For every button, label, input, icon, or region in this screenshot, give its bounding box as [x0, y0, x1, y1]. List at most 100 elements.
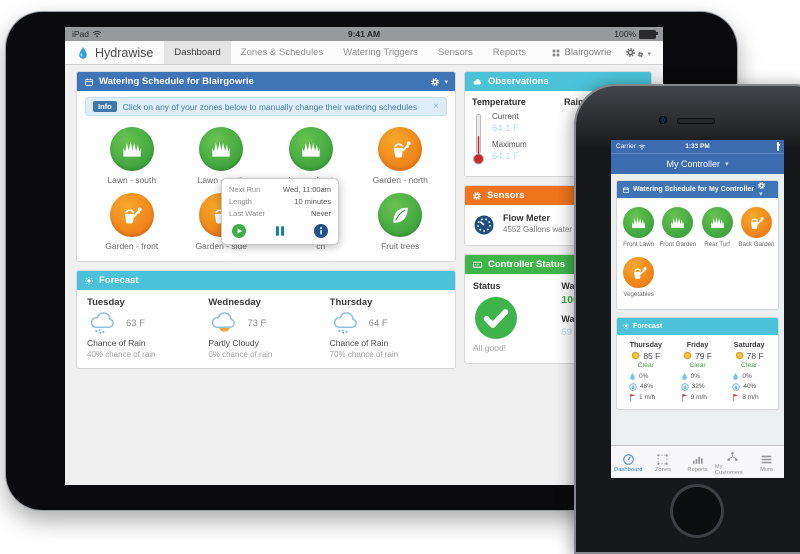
forecast-panel: Forecast Thursday 85 F Clear 0% 48% 1 m/…	[616, 316, 779, 410]
zone-grid: Lawn - south Lawn - north Lawn - front	[85, 116, 447, 257]
humidity-icon	[681, 383, 689, 391]
forecast-day-tuesday: Tuesday 63 F Chance of Rain 40% chance o…	[87, 297, 202, 359]
watering-panel-title: Watering Schedule for Blairgowrie	[99, 76, 254, 87]
panel-settings-button[interactable]: ▾	[757, 181, 766, 198]
forecast-temp: 79 F	[694, 350, 712, 361]
wind-flag-icon	[629, 393, 636, 402]
grass-icon	[701, 207, 733, 238]
org-network-icon	[726, 450, 739, 463]
zone-label: Fruit trees	[381, 241, 420, 251]
watering-panel-header: Watering Schedule for My Controller ▾	[617, 181, 778, 198]
panel-settings-button[interactable]: ▾	[430, 77, 448, 87]
gear-icon	[637, 51, 644, 58]
tab-watering-triggers[interactable]: Watering Triggers	[343, 47, 418, 58]
leaf-icon	[378, 193, 423, 237]
zone-label: ch	[316, 241, 326, 251]
iphone-device: Carrier 1:33 PM My Controller ▾ Watering…	[574, 84, 800, 554]
info-button[interactable]	[314, 224, 328, 238]
tab-zones[interactable]: Zones	[646, 453, 681, 473]
forecast-temp: 85 F	[643, 350, 661, 361]
device-label: iPad	[72, 29, 90, 39]
home-button[interactable]	[670, 484, 724, 538]
battery-percent: 100%	[614, 29, 636, 39]
current-label: Current	[492, 112, 519, 121]
zone-vegetables[interactable]: Vegetables	[619, 257, 658, 298]
zone-front-garden[interactable]: Front Garden	[658, 207, 697, 248]
tab-my-customers[interactable]: My Customers	[715, 450, 750, 476]
zone-lawn-front[interactable]: Lawn - front	[266, 127, 356, 185]
tab-more[interactable]: More	[749, 453, 784, 473]
rain-chance: 0%	[742, 372, 752, 380]
tab-sensors[interactable]: Sensors	[437, 47, 473, 58]
forecast-condition: Clear	[689, 361, 706, 369]
chevron-down-icon: ▾	[759, 191, 763, 198]
hydrawise-logo-icon	[76, 46, 90, 60]
tab-reports[interactable]: Reports	[492, 47, 526, 58]
zone-rear-turf[interactable]: Rear Turf	[698, 207, 737, 248]
flow-meter-gauge-icon	[472, 213, 496, 237]
maximum-label: Maximum	[492, 140, 527, 149]
rain-icon	[629, 372, 636, 381]
forecast-detail: 0% chance of rain	[208, 350, 273, 359]
zone-label: Back Garden	[738, 241, 775, 248]
tab-dashboard[interactable]: Dashboard	[164, 41, 231, 64]
thermometer-icon	[472, 110, 485, 168]
tab-dashboard[interactable]: Dashboard	[611, 453, 646, 473]
settings-menu-button[interactable]: ▾	[625, 47, 651, 58]
zone-garden-front[interactable]: Garden - front	[87, 193, 177, 251]
observations-panel-title: Observations	[488, 76, 549, 87]
zone-front-lawn[interactable]: Front Lawn	[619, 207, 658, 248]
humidity-icon	[629, 383, 637, 391]
forecast-day-saturday: Saturday 78 F Clear 0% 40% 8 m/h	[724, 340, 774, 402]
partly-cloudy-icon	[208, 311, 240, 336]
humidity: 40%	[743, 383, 757, 391]
popup-label: Next Run	[229, 185, 261, 194]
sun-icon	[683, 351, 692, 360]
forecast-panel-title: Forecast	[99, 275, 139, 286]
ipad-navbar: Hydrawise Dashboard Zones & Schedules Wa…	[65, 41, 663, 65]
watering-can-icon	[109, 193, 154, 237]
humidity: 48%	[640, 383, 654, 391]
zone-garden-north[interactable]: Garden - north	[356, 127, 446, 185]
popup-value: Never	[310, 209, 331, 218]
grass-icon	[199, 127, 244, 171]
forecast-day-thursday: Thursday 85 F Clear 0% 48% 1 m/h	[621, 340, 671, 402]
status-text: All good!	[473, 343, 507, 353]
sensors-panel-title: Sensors	[487, 190, 525, 201]
zone-fruit-trees[interactable]: Fruit trees	[356, 193, 446, 251]
close-icon[interactable]: ×	[433, 101, 439, 112]
forecast-condition: Chance of Rain	[87, 338, 146, 348]
forecast-detail: 40% chance of rain	[87, 350, 156, 359]
forecast-condition: Clear	[637, 361, 654, 369]
wind-speed: 9 m/h	[690, 393, 707, 401]
gear-icon	[757, 181, 766, 190]
zone-back-garden[interactable]: Back Garden	[737, 207, 776, 248]
tab-zones-schedules[interactable]: Zones & Schedules	[240, 47, 324, 58]
zone-lawn-south[interactable]: Lawn - south	[87, 127, 177, 185]
zone-lawn-north[interactable]: Lawn - north	[177, 127, 267, 185]
forecast-day-name: Thursday	[329, 297, 373, 308]
controller-icon	[472, 259, 483, 270]
zone-label: Vegetables	[623, 291, 654, 299]
zone-action-popup: Next Run Wed, 11:00am Length 10 minutes La…	[221, 178, 339, 245]
ipad-status-bar: iPad 9:41 AM 100%	[65, 27, 663, 41]
forecast-day-friday: Friday 79 F Clear 0% 32% 9 m/h	[673, 340, 723, 402]
tab-reports[interactable]: Reports	[680, 453, 715, 473]
brand: Hydrawise	[65, 41, 164, 64]
iphone-dashboard-content: Watering Schedule for My Controller ▾ Fr…	[611, 174, 784, 448]
sensor-detail: 4552 Gallons water usage over the	[503, 225, 628, 234]
forecast-day-name: Thursday	[629, 339, 662, 349]
sun-icon	[631, 351, 640, 360]
popup-label: Length	[229, 197, 252, 206]
menu-lines-icon	[760, 453, 773, 466]
info-alert: Info Click on any of your zones below to…	[85, 97, 447, 116]
play-button[interactable]	[232, 224, 246, 238]
humidity: 32%	[691, 383, 705, 391]
tab-label: Zones	[654, 467, 671, 473]
zone-label: Front Lawn	[623, 241, 655, 248]
controller-selector[interactable]: Blairgowrie	[552, 47, 611, 58]
pause-button[interactable]	[274, 224, 286, 238]
watering-can-icon	[378, 127, 423, 171]
nav-title[interactable]: My Controller	[666, 159, 720, 169]
forecast-condition: Partly Cloudy	[208, 338, 259, 348]
